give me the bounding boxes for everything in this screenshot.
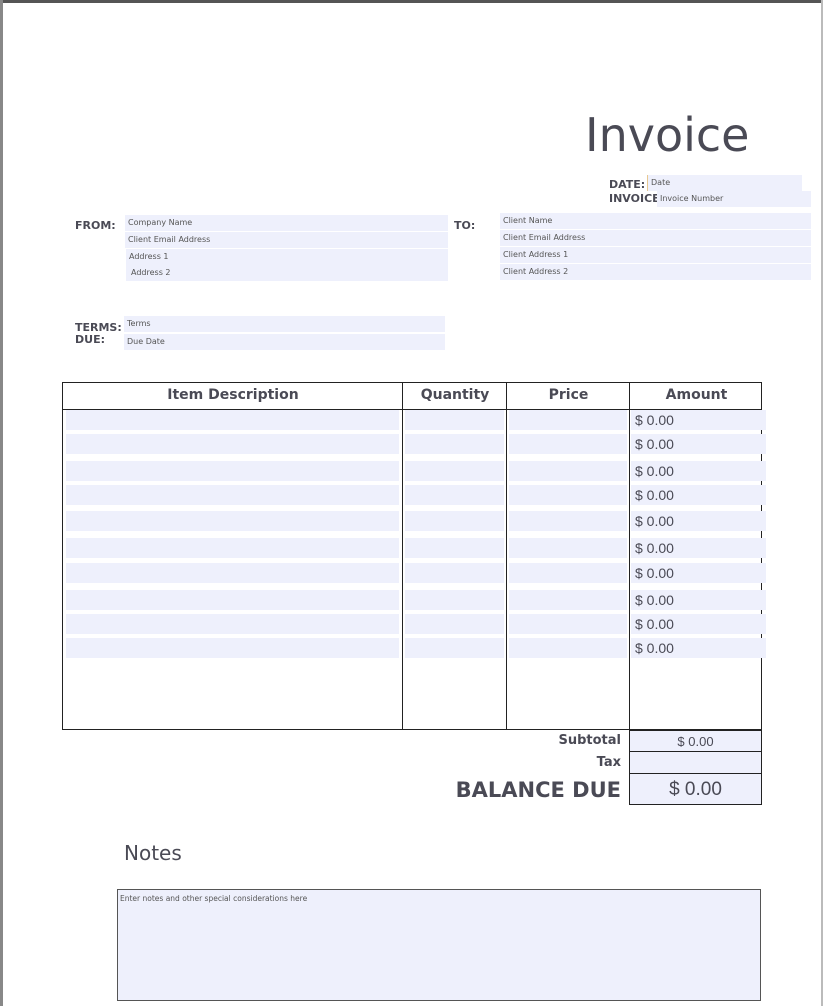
tax-field[interactable] <box>629 751 762 774</box>
amount-field[interactable]: $ 0.00 <box>631 511 766 531</box>
from-address2-field[interactable]: Address 2 <box>126 265 448 281</box>
due-date-field[interactable]: Due Date <box>124 334 445 350</box>
price-field[interactable] <box>509 461 627 481</box>
price-field[interactable] <box>509 434 627 454</box>
invoice-number-field[interactable]: Invoice Number <box>657 191 811 207</box>
item-description-field[interactable] <box>66 538 399 558</box>
tax-label: Tax <box>596 755 621 770</box>
amount-field[interactable]: $ 0.00 <box>631 485 766 505</box>
terms-label: TERMS: <box>75 321 122 334</box>
item-description-field[interactable] <box>66 563 399 583</box>
terms-field[interactable]: Terms <box>124 316 445 332</box>
to-name-field[interactable]: Client Name <box>500 213 811 229</box>
price-field[interactable] <box>509 538 627 558</box>
to-label: TO: <box>454 219 476 232</box>
quantity-field[interactable] <box>405 538 504 558</box>
quantity-field[interactable] <box>405 563 504 583</box>
quantity-field[interactable] <box>405 485 504 505</box>
quantity-field[interactable] <box>405 434 504 454</box>
due-label: DUE: <box>75 333 105 346</box>
date-field[interactable]: Date <box>647 175 802 191</box>
amount-field[interactable]: $ 0.00 <box>631 590 766 610</box>
from-address1-field[interactable]: Address 1 <box>126 249 448 265</box>
price-field[interactable] <box>509 511 627 531</box>
quantity-field[interactable] <box>405 410 504 430</box>
invoice-title: Invoice <box>585 108 750 162</box>
item-description-field[interactable] <box>66 485 399 505</box>
column-divider <box>402 383 403 729</box>
invoice-number-label: INVOICE <box>609 192 660 205</box>
item-description-field[interactable] <box>66 590 399 610</box>
to-address1-field[interactable]: Client Address 1 <box>500 247 811 263</box>
item-description-field[interactable] <box>66 461 399 481</box>
price-field[interactable] <box>509 485 627 505</box>
price-field[interactable] <box>509 590 627 610</box>
notes-label: Notes <box>124 841 182 865</box>
amount-field[interactable]: $ 0.00 <box>631 434 766 454</box>
price-field[interactable] <box>509 614 627 634</box>
item-description-field[interactable] <box>66 638 399 658</box>
to-address2-field[interactable]: Client Address 2 <box>500 264 811 280</box>
from-email-field[interactable]: Client Email Address <box>125 232 448 248</box>
notes-field[interactable]: Enter notes and other special considerat… <box>117 889 761 1001</box>
price-field[interactable] <box>509 563 627 583</box>
to-email-field[interactable]: Client Email Address <box>500 230 811 246</box>
header-item-description: Item Description <box>167 387 299 403</box>
balance-due-label: BALANCE DUE <box>455 778 621 802</box>
balance-due-value: $ 0.00 <box>629 773 762 805</box>
price-field[interactable] <box>509 638 627 658</box>
quantity-field[interactable] <box>405 511 504 531</box>
header-price: Price <box>548 387 589 403</box>
window-frame-top <box>0 0 823 3</box>
quantity-field[interactable] <box>405 461 504 481</box>
amount-field[interactable]: $ 0.00 <box>631 410 766 430</box>
amount-field[interactable]: $ 0.00 <box>631 461 766 481</box>
from-company-field[interactable]: Company Name <box>125 215 448 231</box>
amount-field[interactable]: $ 0.00 <box>631 638 766 658</box>
subtotal-label: Subtotal <box>558 733 621 748</box>
table-header-row: Item Description Quantity Price Amount <box>63 383 761 410</box>
date-label: DATE: <box>609 178 646 191</box>
quantity-field[interactable] <box>405 590 504 610</box>
items-table: Item Description Quantity Price Amount $… <box>62 382 766 730</box>
item-description-field[interactable] <box>66 511 399 531</box>
header-amount: Amount <box>665 387 728 403</box>
item-description-field[interactable] <box>66 614 399 634</box>
amount-field[interactable]: $ 0.00 <box>631 538 766 558</box>
quantity-field[interactable] <box>405 614 504 634</box>
amount-field[interactable]: $ 0.00 <box>631 614 766 634</box>
subtotal-value: $ 0.00 <box>629 730 762 752</box>
header-quantity: Quantity <box>420 387 490 403</box>
from-label: FROM: <box>75 219 116 232</box>
item-description-field[interactable] <box>66 434 399 454</box>
quantity-field[interactable] <box>405 638 504 658</box>
window-frame-right <box>821 0 823 1006</box>
column-divider <box>506 383 507 729</box>
column-divider <box>629 383 630 729</box>
item-description-field[interactable] <box>66 410 399 430</box>
price-field[interactable] <box>509 410 627 430</box>
amount-field[interactable]: $ 0.00 <box>631 563 766 583</box>
window-frame-left <box>0 0 3 1006</box>
